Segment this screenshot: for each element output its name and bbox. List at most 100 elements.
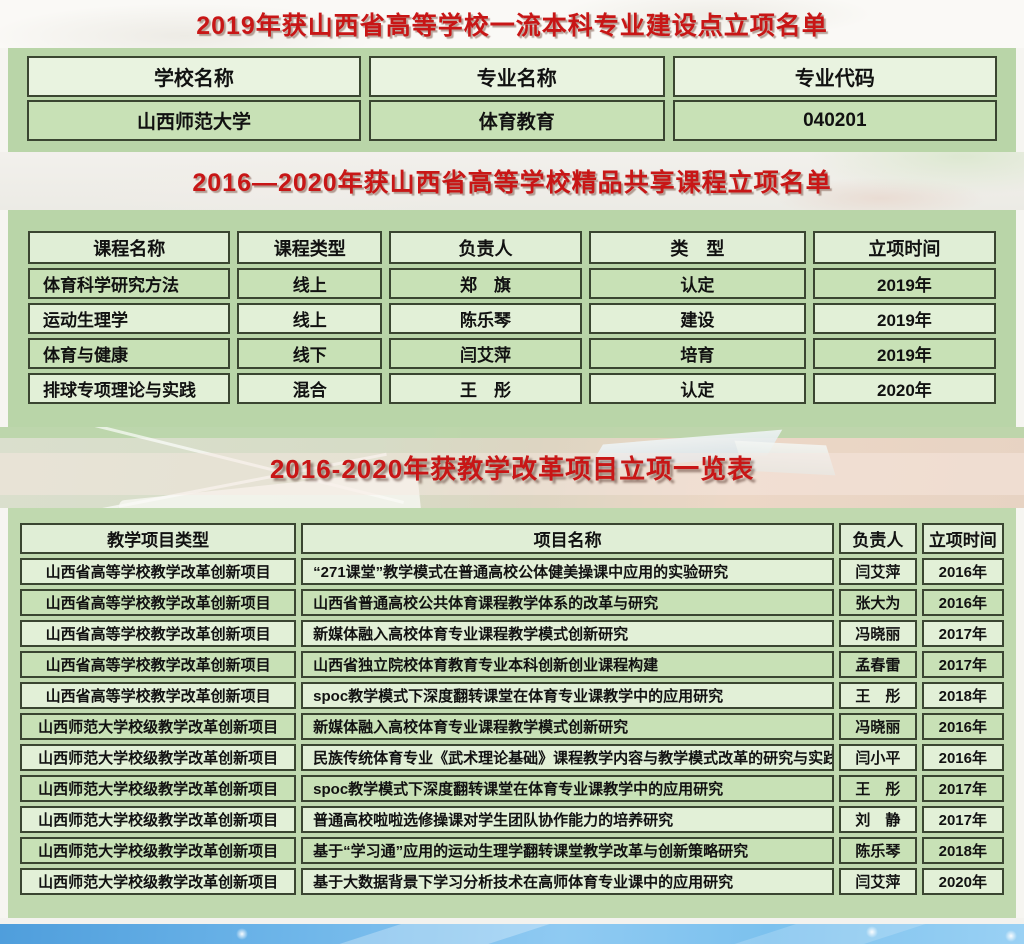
table-cell: 培育 [588,338,806,369]
programs-table: 学校名称 专业名称 专业代码 山西师范大学 体育教育 040201 [19,53,1005,144]
column-header-course-type: 课程类型 [237,231,383,264]
table-cell: 山西师范大学 [27,100,361,141]
light-glow-decoration [236,928,248,940]
table-cell: 张大为 [839,589,917,616]
programs-table-header: 学校名称 专业名称 专业代码 [27,56,997,97]
light-streak-decoration [700,924,960,944]
courses-table: 课程名称 课程类型 负责人 类 型 立项时间 体育科学研究方法 线上郑 旗认定 20… [21,227,1003,408]
table-cell: 2019年 [812,268,996,299]
table-cell: 山西省普通高校公共体育课程教学体系的改革与研究 [301,589,835,616]
table-cell: 郑 旗 [389,268,582,299]
light-glow-decoration [866,926,878,938]
table-row: 排球专项理论与实践 混合王 彤认定 2020年 [28,373,996,404]
header-row: 课程名称 课程类型 负责人 类 型 立项时间 [28,231,996,264]
table-cell: “271课堂”教学模式在普通高校公体健美操课中应用的实验研究 [301,558,835,585]
table-cell: 体育科学研究方法 [28,268,231,299]
panel-edge-decoration [0,427,1024,438]
table-cell: 认定 [588,268,806,299]
column-header-category: 类 型 [588,231,806,264]
table-cell: 王 彤 [839,682,917,709]
header-row: 教学项目类型 项目名称 负责人 立项时间 [20,523,1004,554]
table-cell: 山西省高等学校教学改革创新项目 [20,682,297,709]
column-header-approval-time: 立项时间 [812,231,996,264]
table-row: 山西师范大学校级教学改革创新项目 普通高校啦啦选修操课对学生团队协作能力的培养研究… [20,806,1004,833]
table-cell: 2019年 [812,338,996,369]
section3-title: 2016-2020年获教学改革项目立项一览表 [269,454,755,484]
light-glow-decoration [1005,930,1017,942]
table-cell: 新媒体融入高校体育专业课程教学模式创新研究 [301,620,835,647]
table-cell: 建设 [588,303,806,334]
bottom-white-strip [0,918,1024,924]
table-cell: 闫艾萍 [389,338,582,369]
section1-panel: 学校名称 专业名称 专业代码 山西师范大学 体育教育 040201 [8,48,1016,152]
table-cell: 孟春雷 [839,651,917,678]
table-cell: 山西省高等学校教学改革创新项目 [20,589,297,616]
table-row: 体育科学研究方法 线上郑 旗认定 2019年 [28,268,996,299]
section1-title: 2019年获山西省高等学校一流本科专业建设点立项名单 [196,12,828,40]
table-cell: 运动生理学 [28,303,231,334]
table-cell: 2020年 [812,373,996,404]
table-row: 山西师范大学校级教学改革创新项目 基于“学习通”应用的运动生理学翻转课堂教学改革与… [20,837,1004,864]
table-cell: 普通高校啦啦选修操课对学生团队协作能力的培养研究 [301,806,835,833]
section2-title-band: 2016—2020年获山西省高等学校精品共享课程立项名单 [0,152,1024,210]
table-cell: 2016年 [921,713,1004,740]
table-cell: 闫艾萍 [839,558,917,585]
table-cell: 线下 [237,338,383,369]
column-header-school-name: 学校名称 [27,56,361,97]
table-cell: 民族传统体育专业《武术理论基础》课程教学内容与教学模式改革的研究与实践 [301,744,835,771]
table-cell: 山西省高等学校教学改革创新项目 [20,620,297,647]
table-cell: spoc教学模式下深度翻转课堂在体育专业课教学中的应用研究 [301,775,835,802]
programs-table-body: 山西师范大学 体育教育 040201 [27,100,997,141]
table-cell: 2017年 [921,620,1004,647]
table-cell: 2016年 [921,744,1004,771]
section2-title: 2016—2020年获山西省高等学校精品共享课程立项名单 [192,169,832,197]
table-cell: 山西省高等学校教学改革创新项目 [20,651,297,678]
table-cell: 2017年 [921,806,1004,833]
table-cell: 新媒体融入高校体育专业课程教学模式创新研究 [301,713,835,740]
table-cell: 040201 [672,100,997,141]
table-row: 体育与健康 线下 闫艾萍 培育 2019年 [28,338,996,369]
table-cell: 山西师范大学校级教学改革创新项目 [20,868,297,895]
table-cell: 2018年 [921,837,1004,864]
reform-projects-table-body: 山西省高等学校教学改革创新项目 “271课堂”教学模式在普通高校公体健美操课中应用… [20,558,1004,895]
section3-panel: 教学项目类型 项目名称 负责人 立项时间 山西省高等学校教学改革创新项目 “271… [8,508,1016,918]
table-cell: 2019年 [812,303,996,334]
table-cell: 冯晓丽 [839,713,917,740]
table-cell: 刘 静 [839,806,917,833]
table-row: 山西师范大学校级教学改革创新项目 spoc教学模式下深度翻转课堂在体育专业课教学中… [20,775,1004,802]
table-cell: 闫小平 [839,744,917,771]
column-header-leader: 负责人 [839,523,917,554]
reform-projects-table: 教学项目类型 项目名称 负责人 立项时间 山西省高等学校教学改革创新项目 “271… [15,519,1009,899]
courses-table-body: 体育科学研究方法 线上郑 旗认定 2019年 运动生理学 线上 陈乐琴 建设 2019年 体育与… [28,268,996,404]
table-cell: 基于大数据背景下学习分析技术在高师体育专业课中的应用研究 [301,868,835,895]
table-cell: 认定 [588,373,806,404]
table-cell: 山西师范大学校级教学改革创新项目 [20,713,297,740]
table-row: 山西师范大学校级教学改革创新项目 民族传统体育专业《武术理论基础》课程教学内容与教… [20,744,1004,771]
table-cell: 山西师范大学校级教学改革创新项目 [20,775,297,802]
table-cell: 排球专项理论与实践 [28,373,231,404]
section1-title-band: 2019年获山西省高等学校一流本科专业建设点立项名单 [0,0,1024,48]
table-row: 山西省高等学校教学改革创新项目 山西省独立院校体育教育专业本科创新创业课程构建 孟春… [20,651,1004,678]
table-cell: 体育与健康 [28,338,231,369]
table-cell: 2016年 [921,558,1004,585]
table-row: 山西省高等学校教学改革创新项目 “271课堂”教学模式在普通高校公体健美操课中应用… [20,558,1004,585]
table-cell: 2018年 [921,682,1004,709]
light-streak-decoration [253,924,667,944]
table-cell: 基于“学习通”应用的运动生理学翻转课堂教学改革与创新策略研究 [301,837,835,864]
table-row: 山西师范大学校级教学改革创新项目 新媒体融入高校体育专业课程教学模式创新研究 冯晓丽… [20,713,1004,740]
column-header-course-name: 课程名称 [28,231,231,264]
table-row: 山西省高等学校教学改革创新项目 山西省普通高校公共体育课程教学体系的改革与研究 张大… [20,589,1004,616]
table-cell: 线上 [237,268,383,299]
table-cell: 体育教育 [368,100,665,141]
table-cell: 混合 [237,373,383,404]
table-cell: 闫艾萍 [839,868,917,895]
table-cell: 山西省高等学校教学改革创新项目 [20,558,297,585]
table-cell: 线上 [237,303,383,334]
table-cell: 2017年 [921,775,1004,802]
table-row: 山西师范大学校级教学改革创新项目 基于大数据背景下学习分析技术在高师体育专业课中的… [20,868,1004,895]
title-haze-overlay [0,453,1024,495]
table-cell: 王 彤 [389,373,582,404]
table-cell: 2016年 [921,589,1004,616]
table-cell: 陈乐琴 [389,303,582,334]
